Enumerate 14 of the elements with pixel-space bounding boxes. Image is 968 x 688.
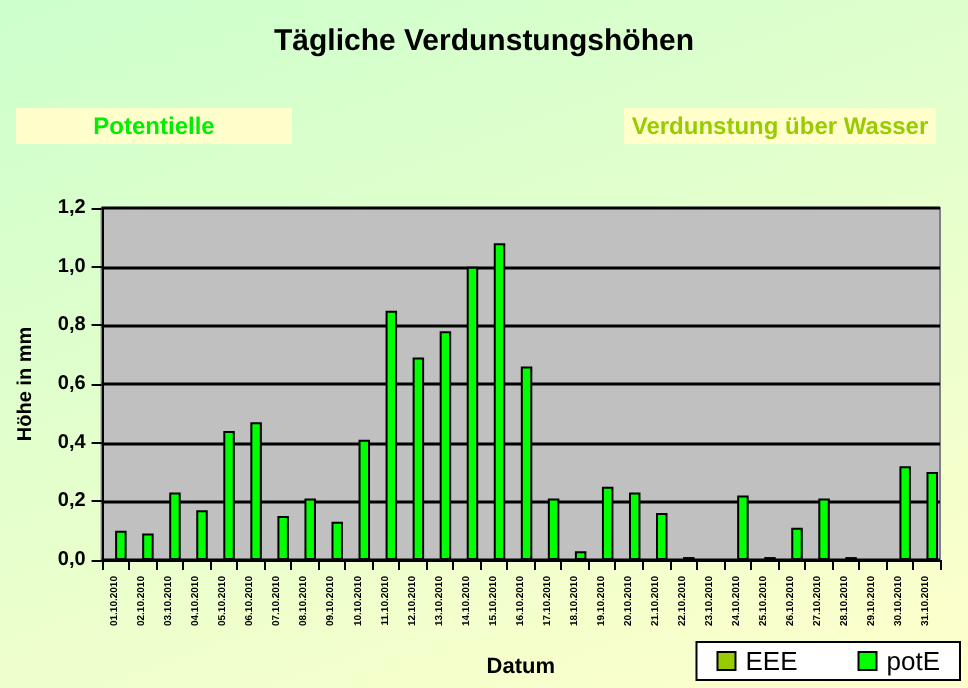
y-tick-label: 0,8	[57, 314, 87, 337]
text: Verdunstung über Wasser	[631, 112, 929, 140]
y-tick-label: 0,6	[57, 373, 87, 395]
y-axis-title: Höhe in mm	[15, 326, 37, 442]
y-tick-label: 1,0	[57, 255, 87, 278]
y-tick-label: 0,0	[57, 549, 87, 571]
x-axis-title: Datum	[486, 655, 556, 679]
y-tick-label: 1,2	[57, 197, 87, 219]
legend-label: potE	[886, 646, 941, 676]
y-tick-label: 0,2	[57, 490, 87, 513]
text: Potentielle	[93, 112, 216, 140]
y-tick-label: 0,4	[57, 431, 87, 454]
legend-label: EEE	[745, 646, 799, 676]
chart-title: Tägliche Verdunstungshöhen	[273, 24, 695, 58]
